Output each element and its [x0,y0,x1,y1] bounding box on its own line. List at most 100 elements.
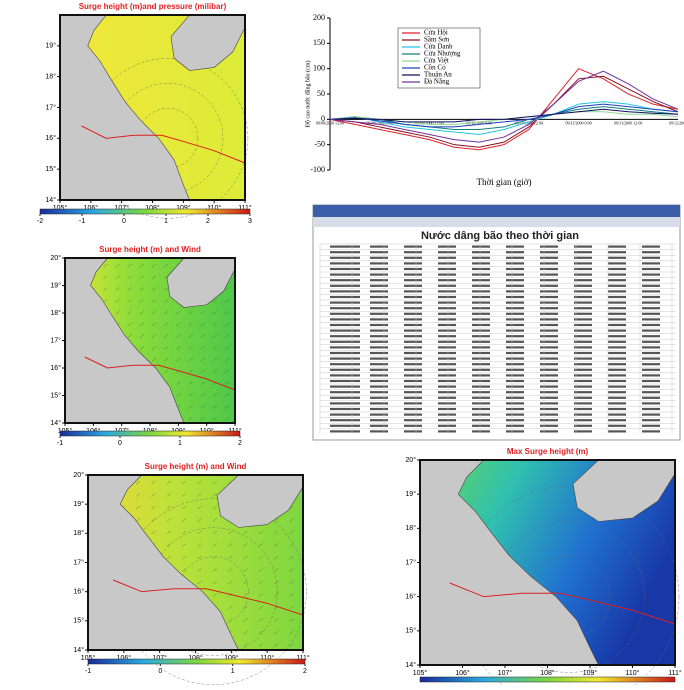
sheet-cell-text [330,290,360,293]
map-panel: Max Surge height (m) 105° 106° 107° 108° 109°… [405,447,682,690]
wind-arrow [127,287,132,291]
x-tick-label: 09/10/2000 0:00 [466,120,492,125]
sheet-cell-text [642,273,660,276]
sheet-cell-text [540,340,558,343]
wind-arrow [103,287,108,291]
sheet-cell-text [404,430,422,433]
y-tick-label: -50 [314,139,325,148]
wind-arrow [176,322,181,327]
wind-arrow [200,358,205,362]
sheet-cell-text [370,407,388,411]
y-tick-label: 15° [405,627,416,635]
x-tick-label: 108° [145,204,160,212]
wind-arrow [151,322,157,327]
y-tick-label: 18° [405,524,416,532]
wind-arrow [151,299,157,303]
sheet-cell-text [330,385,360,388]
colorbar-tick-label: -1 [57,440,63,447]
sheet-cell-text [506,379,524,383]
sheet-cell-text [608,262,626,265]
map-panel: Surge height (m) and Wind 105° 106° 107° 108… [73,462,310,685]
sheet-cell-text [540,402,558,405]
sheet-cell-text [370,391,388,394]
wind-arrow [197,580,202,585]
sheet-cell-text [370,335,388,338]
sheet-cell-text [370,368,388,371]
sheet-cell-text [330,430,360,433]
y-tick-label: 14° [405,661,416,669]
sheet-cell-text [438,312,456,315]
colorbar-tick-label: -2 [37,218,43,225]
wind-arrow [212,580,217,585]
x-tick-label: 110° [626,669,640,677]
sheet-cell-text [574,323,592,327]
legend-label: Cửa Nhượng [424,50,461,58]
sheet-cell-text [506,262,524,265]
wind-arrow [274,580,279,585]
wind-arrow [139,310,144,315]
wind-arrow [212,417,217,421]
sheet-cell-text [574,385,592,388]
wind-arrow [164,358,169,362]
sheet-cell-text [540,368,558,371]
sheet-cell-text [540,363,558,366]
wind-arrow [243,580,248,585]
wind-arrow [289,543,294,547]
sheet-cell-text [574,279,592,282]
sheet-cell-text [506,346,524,349]
sheet-cell-text [472,262,490,265]
sheet-cell-text [642,301,660,304]
sheet-cell-text [404,290,422,293]
y-tick-label: 17° [73,558,84,566]
wind-arrow [139,275,144,279]
wind-arrow [103,263,108,268]
sheet-cell-text [574,262,592,265]
wind-arrow [151,480,156,485]
wind-arrow [289,568,294,572]
sheet-cell-text [642,245,660,248]
sheet-cell-text [642,290,660,293]
spreadsheet: Nước dâng bão theo thời gian [312,204,681,441]
sheet-cell-text [574,413,592,416]
sheet-cell-text [642,413,660,416]
sheet-title: Nước dâng bão theo thời gian [421,230,579,242]
wind-arrow [212,593,217,597]
sheet-cell-text [608,312,626,315]
sheet-cell-text [574,363,592,366]
y-tick-label: 16° [45,134,56,142]
y-tick-label: 20° [50,254,61,262]
sheet-cell-text [404,385,422,388]
wind-arrow [176,346,181,350]
sheet-cell-text [370,262,388,265]
wind-arrow [176,369,181,374]
sheet-cell-text [574,312,592,315]
sheet-cell-text [608,273,626,276]
sheet-cell-text [642,407,660,411]
sheet-cell-text [330,284,360,287]
colorbar-tick-label: 2 [206,218,210,225]
sheet-cell-text [506,402,524,405]
sheet-cell-text [608,245,626,248]
sheet-cell-text [330,402,360,405]
sheet-cell-text [574,290,592,293]
sheet-cell-text [506,284,524,287]
storm-track [84,356,236,391]
x-tick-label: 110° [260,654,274,662]
y-tick-label: 15° [50,391,61,399]
wind-arrow [224,287,229,291]
sheet-cell-text [330,424,360,427]
x-tick-label: 09/09/2000 12:00 [415,120,443,125]
sheet-cell-text [472,385,490,388]
sheet-cell-text [330,279,360,282]
sheet-cell-text [540,273,558,276]
wind-arrow [212,543,217,547]
wind-arrow [212,299,217,303]
sheet-cell-text [370,351,388,355]
sheet-cell-text [438,379,456,383]
wind-arrow [200,393,205,397]
wind-arrow [127,275,132,279]
sheet-cell-text [540,374,558,377]
series-line [329,70,679,143]
sheet-cell-text [438,256,456,259]
sheet-cell-text [642,340,660,343]
